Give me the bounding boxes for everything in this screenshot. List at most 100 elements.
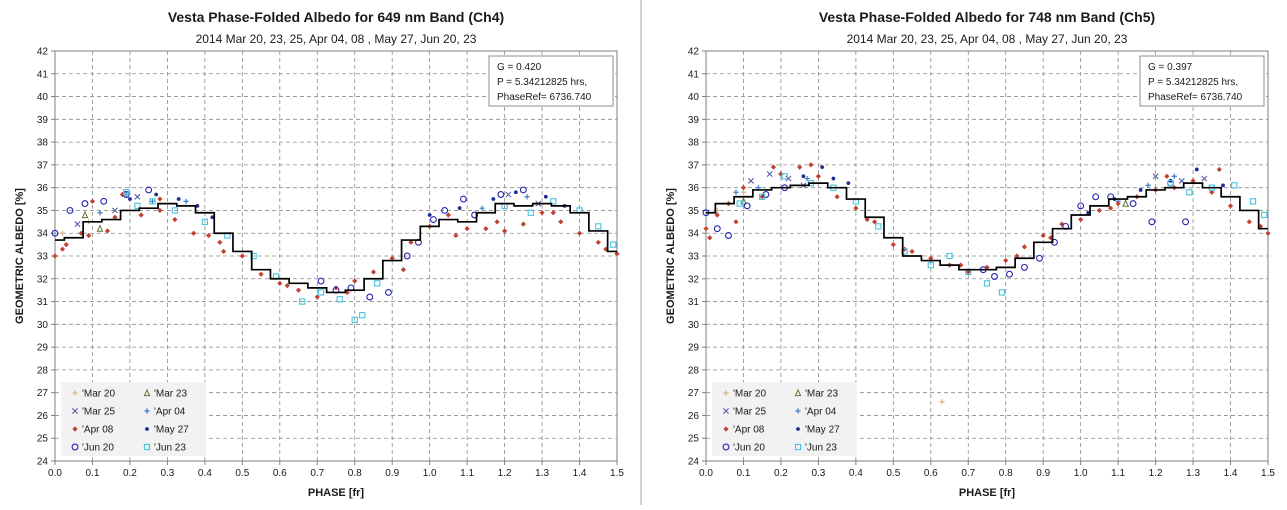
data-point <box>576 230 583 236</box>
series-jun-20 <box>51 186 527 301</box>
data-point <box>464 226 470 232</box>
data-point <box>445 212 451 218</box>
series-apr-08 <box>52 191 620 300</box>
legend-item: 'Apr 08 <box>72 425 114 436</box>
legend-marker <box>143 443 151 451</box>
data-point <box>299 298 306 305</box>
data-point <box>453 232 459 239</box>
data-point <box>505 191 512 198</box>
legend-item: 'Jun 20 <box>722 443 765 454</box>
legend-label: 'Mar 23 <box>154 389 187 400</box>
legend-label: 'Mar 25 <box>733 407 766 418</box>
data-point <box>983 280 991 287</box>
legend-label: 'Jun 23 <box>154 443 186 454</box>
data-point <box>1231 182 1238 189</box>
legend-item: 'Jun 23 <box>143 443 186 454</box>
y-axis-label: GEOMETRIC ALBEDO [%] <box>665 188 677 324</box>
annotation-line: G = 0.420 <box>497 62 542 73</box>
x-tick-label: 0.9 <box>1036 468 1050 479</box>
data-point <box>831 176 836 181</box>
data-point <box>1182 218 1190 226</box>
data-point <box>1148 218 1156 226</box>
fit-curve-line <box>706 182 1268 271</box>
data-point <box>74 221 81 228</box>
data-point <box>747 177 754 184</box>
x-tick-label: 1.1 <box>460 468 474 479</box>
data-point <box>1115 201 1121 207</box>
legend-item: 'Apr 08 <box>723 425 765 436</box>
data-point <box>494 219 500 225</box>
chart-title: Vesta Phase-Folded Albedo for 748 nm Ban… <box>819 9 1155 25</box>
y-tick-label: 36 <box>688 183 700 194</box>
legend-item: 'Mar 20 <box>72 389 115 400</box>
annotation-box <box>488 55 614 107</box>
x-tick-label: 0.1 <box>737 468 751 479</box>
data-point <box>502 228 508 234</box>
y-tick-label: 28 <box>37 365 49 376</box>
data-point <box>846 181 851 186</box>
data-point <box>781 173 788 180</box>
data-point <box>890 242 896 248</box>
data-point <box>217 239 223 245</box>
data-point <box>104 228 111 234</box>
data-point <box>351 316 358 323</box>
legend-marker <box>71 443 79 451</box>
chart-subtitle: 2014 Mar 20, 23, 25, Apr 04, 08 , May 27… <box>196 32 477 46</box>
data-point <box>157 207 163 214</box>
data-point <box>1201 175 1208 182</box>
data-point <box>171 207 179 214</box>
y-tick-label: 31 <box>688 297 700 308</box>
y-tick-label: 40 <box>37 92 49 103</box>
data-point <box>483 226 489 232</box>
data-point <box>176 197 181 201</box>
data-point <box>872 219 878 225</box>
y-tick-label: 39 <box>37 115 49 126</box>
data-point <box>457 206 462 211</box>
annotation-line: P = 5.34212825 hrs, <box>1148 77 1238 88</box>
data-point <box>1261 211 1268 219</box>
data-point <box>1190 178 1196 184</box>
data-point <box>344 289 350 296</box>
data-point <box>550 210 556 216</box>
data-point <box>97 210 103 216</box>
x-tick-label: 1.2 <box>1149 468 1163 479</box>
legend-label: 'May 27 <box>154 425 189 436</box>
data-point <box>1014 253 1020 259</box>
legend-marker <box>72 390 78 396</box>
series-mar-23 <box>81 210 104 232</box>
x-tick-label: 1.5 <box>610 468 624 479</box>
x-tick-label: 0.4 <box>198 468 212 479</box>
y-tick-label: 25 <box>37 434 49 445</box>
data-point <box>1167 179 1174 187</box>
data-point <box>539 210 545 216</box>
data-point <box>172 216 178 223</box>
data-point <box>96 224 104 232</box>
data-point <box>123 189 130 196</box>
data-point <box>998 289 1006 296</box>
data-point <box>471 211 479 219</box>
data-point <box>815 173 821 179</box>
data-point <box>736 200 743 207</box>
data-point <box>441 206 449 214</box>
y-tick-label: 34 <box>688 229 700 240</box>
y-tick-label: 29 <box>688 343 700 354</box>
data-point <box>703 226 709 232</box>
legend: 'Mar 20 'Mar 23 'Mar 25 'Apr 04 'Apr 08 'May … <box>712 382 857 456</box>
data-point <box>1164 173 1170 179</box>
x-tick-label: 0.2 <box>123 468 137 479</box>
data-point <box>743 202 751 210</box>
y-axis-label: GEOMETRIC ALBEDO [%] <box>14 188 26 324</box>
data-point <box>138 212 144 218</box>
data-point <box>928 255 934 261</box>
legend-box <box>61 382 206 456</box>
data-point <box>408 239 414 245</box>
legend-marker <box>796 427 800 431</box>
data-point <box>759 193 766 200</box>
annotation-box <box>1139 55 1265 107</box>
data-point <box>317 277 325 285</box>
data-point <box>1122 199 1130 207</box>
data-point <box>614 251 620 257</box>
y-tick-label: 40 <box>688 92 700 103</box>
legend-label: 'Jun 20 <box>733 443 765 454</box>
